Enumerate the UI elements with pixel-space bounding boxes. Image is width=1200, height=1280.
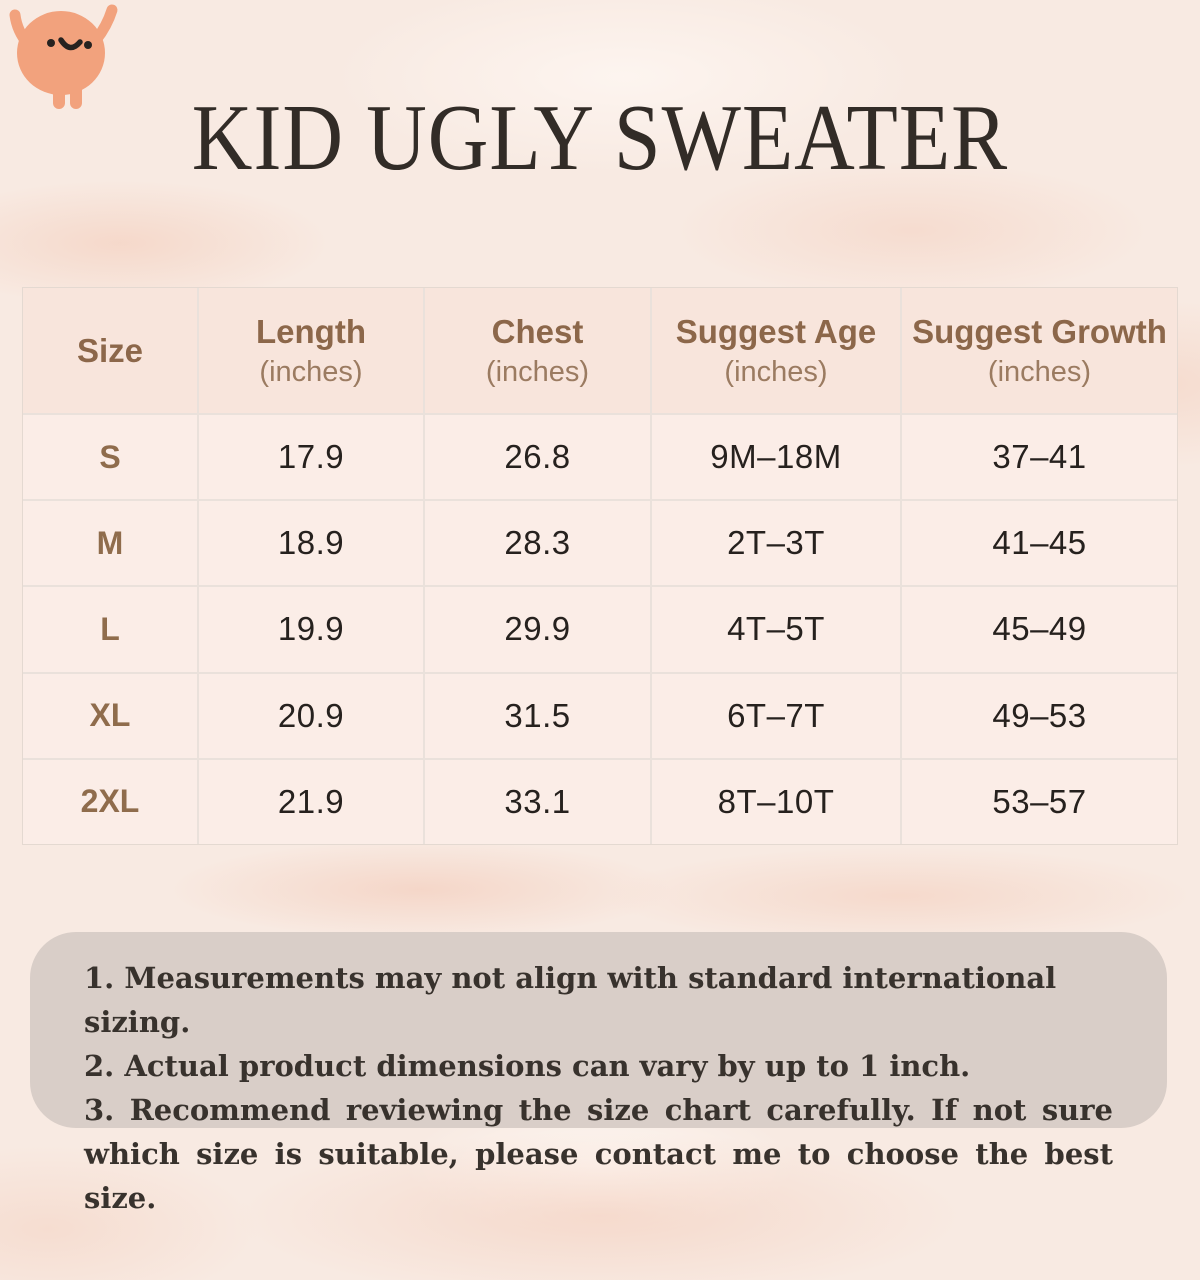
table-cell: 26.8	[425, 415, 650, 500]
table-cell: 37–41	[902, 415, 1177, 500]
cell-value: 28.3	[504, 524, 571, 562]
table-cell: 28.3	[425, 501, 650, 586]
cell-value: 41–45	[992, 524, 1087, 562]
note-item: 2. Actual product dimensions can vary by…	[84, 1049, 971, 1083]
column-unit: (inches)	[259, 355, 363, 388]
size-label: L	[100, 610, 120, 647]
table-row-l-size: L	[23, 587, 197, 672]
table-row-xl-size: XL	[23, 673, 197, 758]
size-label: XL	[89, 697, 131, 734]
header-cell-length: Length (inches)	[199, 288, 423, 413]
table-cell: 29.9	[425, 587, 650, 672]
size-label: S	[99, 438, 121, 475]
table-cell: 4T–5T	[652, 587, 900, 672]
cell-value: 26.8	[504, 438, 571, 476]
table-cell: 8T–10T	[652, 759, 900, 844]
cell-value: 29.9	[504, 610, 571, 648]
table-cell: 18.9	[199, 501, 423, 586]
size-label: M	[96, 524, 124, 561]
table-cell: 19.9	[199, 587, 423, 672]
table-row-m-size: M	[23, 501, 197, 586]
smiling-blob-mascot-icon	[9, 4, 118, 109]
table-cell: 17.9	[199, 415, 423, 500]
header-cell-chest: Chest (inches)	[425, 288, 650, 413]
cell-value: 20.9	[277, 696, 345, 734]
column-label: Suggest Growth	[912, 312, 1167, 350]
cell-value: 21.9	[277, 782, 345, 820]
cell-value: 4T–5T	[727, 610, 825, 648]
cell-value: 18.9	[277, 524, 345, 562]
table-row-2xl-size: 2XL	[23, 759, 197, 844]
header-cell-suggest-age: Suggest Age (inches)	[652, 288, 900, 413]
sizing-notes-box: 1. Measurements may not align with stand…	[30, 932, 1167, 1215]
column-label: Size	[76, 331, 144, 369]
table-cell: 6T–7T	[652, 673, 900, 758]
cell-value: 45–49	[992, 610, 1087, 648]
table-row-s-size: S	[23, 415, 197, 500]
cell-value: 2T–3T	[727, 524, 825, 562]
table-cell: 45–49	[902, 587, 1177, 672]
table-cell: 53–57	[902, 759, 1177, 844]
page-title: KID UGLY SWEATER	[191, 86, 1009, 191]
cell-value: 37–41	[992, 438, 1087, 476]
table-cell: 20.9	[199, 673, 423, 758]
cell-value: 53–57	[992, 782, 1087, 820]
header-cell-suggest-growth: Suggest Growth (inches)	[902, 288, 1177, 413]
size-chart-table: Size Length (inches) Chest (inches) Sugg…	[22, 287, 1178, 845]
cell-value: 6T–7T	[727, 696, 825, 734]
cell-value: 49–53	[992, 696, 1087, 734]
column-label: Suggest Age	[675, 312, 877, 350]
note-item: 1. Measurements may not align with stand…	[84, 961, 1057, 1039]
column-unit: (inches)	[485, 355, 590, 388]
table-cell: 31.5	[425, 673, 650, 758]
column-label: Length	[256, 312, 366, 350]
size-label: 2XL	[80, 783, 140, 820]
cell-value: 19.9	[277, 610, 345, 648]
note-item: 3. Recommend reviewing the size chart ca…	[84, 1093, 1113, 1215]
table-cell: 9M–18M	[652, 415, 900, 500]
cell-value: 33.1	[504, 782, 571, 820]
column-unit: (inches)	[724, 355, 828, 388]
table-cell: 49–53	[902, 673, 1177, 758]
column-label: Chest	[491, 312, 584, 350]
table-cell: 21.9	[199, 759, 423, 844]
header-cell-size: Size	[23, 288, 197, 413]
column-unit: (inches)	[987, 355, 1092, 388]
cell-value: 17.9	[277, 438, 345, 476]
table-cell: 2T–3T	[652, 501, 900, 586]
cell-value: 9M–18M	[710, 438, 842, 476]
cell-value: 31.5	[504, 696, 571, 734]
cell-value: 8T–10T	[717, 782, 835, 820]
table-cell: 33.1	[425, 759, 650, 844]
table-cell: 41–45	[902, 501, 1177, 586]
